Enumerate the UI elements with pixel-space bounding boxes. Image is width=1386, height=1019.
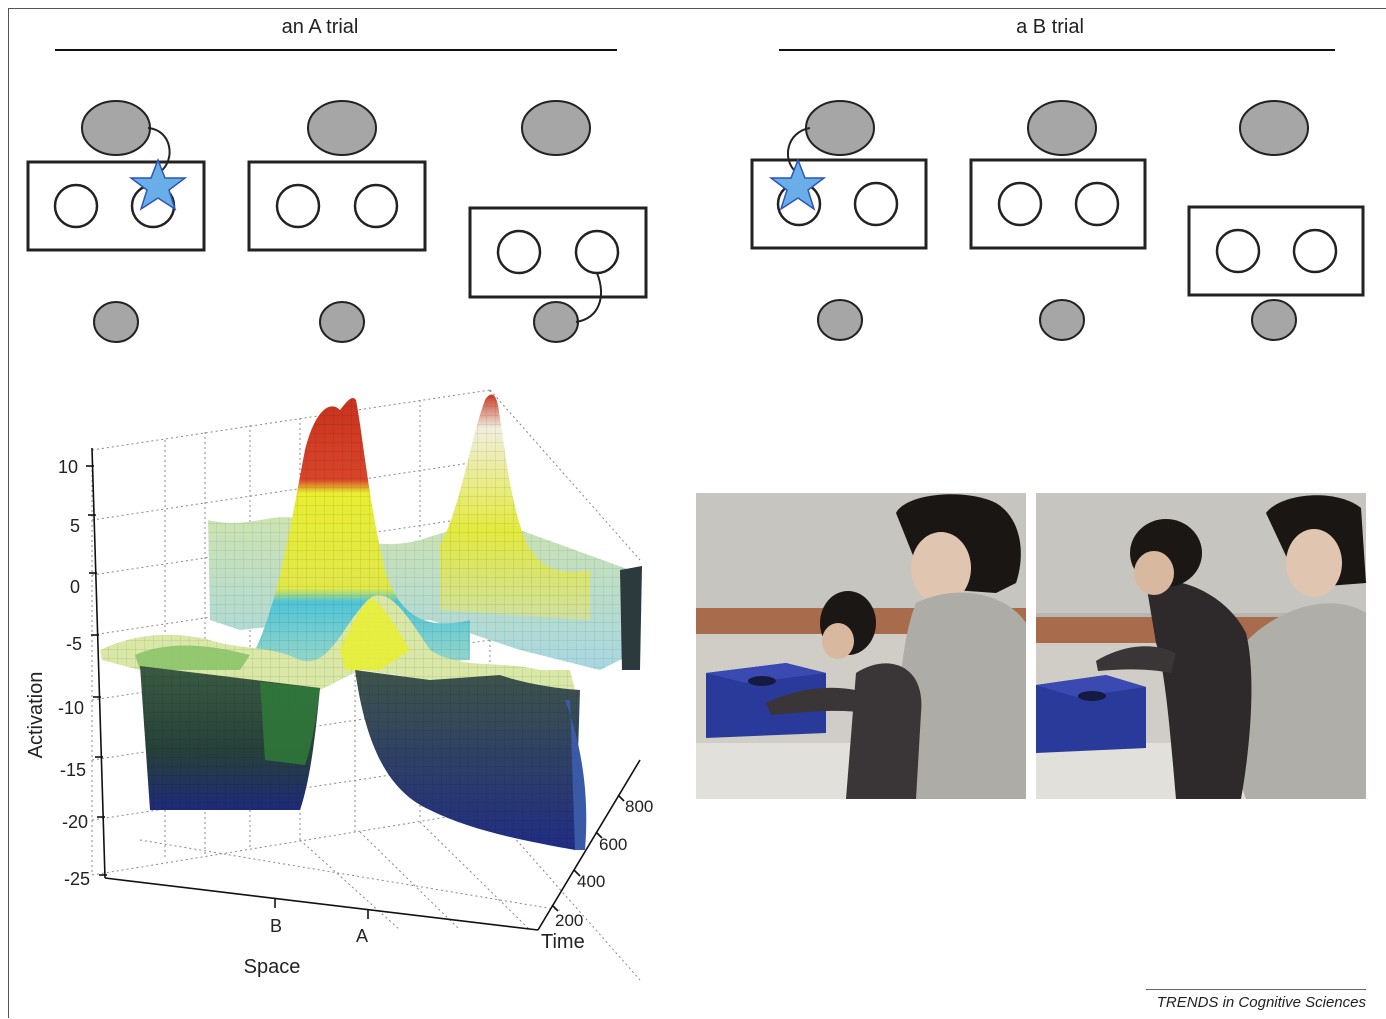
experimenter-head <box>81 100 151 156</box>
task-box <box>247 160 427 252</box>
experimenter-head <box>521 100 591 156</box>
infant-reach-photo-b <box>1036 493 1366 799</box>
z-tick-label: -10 <box>58 698 84 718</box>
well <box>275 183 321 229</box>
task-box <box>750 158 928 250</box>
a-trial-rule <box>55 49 617 51</box>
infant-reach-photo-a <box>696 493 1026 799</box>
infant-head <box>93 301 139 343</box>
reach-arc <box>787 127 811 173</box>
task-box <box>26 160 206 252</box>
z-axis-label: Activation <box>25 672 47 759</box>
right-back-wall <box>620 566 642 670</box>
x-axis-label: Space <box>244 956 301 978</box>
b-trial-rule <box>779 49 1335 51</box>
journal-credit: TRENDS in Cognitive Sciences <box>1146 989 1366 1011</box>
x-tick-labels: B A <box>270 916 368 946</box>
trial-schematics <box>26 100 1365 343</box>
photo-a-trial <box>696 493 1026 799</box>
well <box>1215 228 1261 274</box>
task-box <box>969 158 1147 250</box>
infant-head <box>1251 299 1297 341</box>
z-tick-label: 10 <box>58 457 78 477</box>
photo-b-trial <box>1036 493 1366 799</box>
task-box <box>1187 205 1365 297</box>
infant-head <box>533 301 579 343</box>
activation-surface-plot: 10 5 0 -5 -10 -15 -20 -25 B A 200 400 60… <box>25 389 653 981</box>
infant-head <box>1039 299 1085 341</box>
star-icon <box>128 157 188 211</box>
z-tick-labels: 10 5 0 -5 -10 -15 -20 -25 <box>58 457 90 889</box>
well <box>496 229 542 275</box>
experimenter-head <box>1027 100 1097 156</box>
z-tick-label: -15 <box>60 760 86 780</box>
infant-head <box>319 301 365 343</box>
well <box>1292 228 1338 274</box>
z-tick-label: -25 <box>64 869 90 889</box>
well <box>353 183 399 229</box>
figure-frame <box>8 8 1386 1018</box>
well <box>853 181 899 227</box>
star-icon <box>768 157 827 211</box>
z-tick-label: 0 <box>70 577 80 597</box>
y-tick-label: 200 <box>555 911 583 930</box>
b-trial-title: a B trial <box>1016 16 1084 38</box>
y-tick-label: 600 <box>599 835 627 854</box>
experimenter-head <box>805 100 875 156</box>
y-tick-labels: 200 400 600 800 <box>555 797 653 930</box>
z-tick-label: -20 <box>62 812 88 832</box>
well <box>574 229 620 275</box>
y-tick-label: 400 <box>577 872 605 891</box>
z-tick-label: 5 <box>70 516 80 536</box>
experimenter-head <box>1239 100 1309 156</box>
a-trial-title: an A trial <box>281 16 359 38</box>
y-tick-label: 800 <box>625 797 653 816</box>
well <box>1074 181 1120 227</box>
task-box <box>468 206 648 299</box>
y-axis-label: Time <box>541 931 585 953</box>
well <box>997 181 1043 227</box>
reach-arc <box>147 127 171 173</box>
z-tick-label: -5 <box>66 634 82 654</box>
x-tick-label: B <box>270 916 282 936</box>
x-tick-label: A <box>356 926 368 946</box>
well <box>53 183 99 229</box>
experimenter-head <box>307 100 377 156</box>
infant-head <box>817 299 863 341</box>
reach-arc <box>575 272 602 323</box>
plot-axes <box>86 447 641 931</box>
